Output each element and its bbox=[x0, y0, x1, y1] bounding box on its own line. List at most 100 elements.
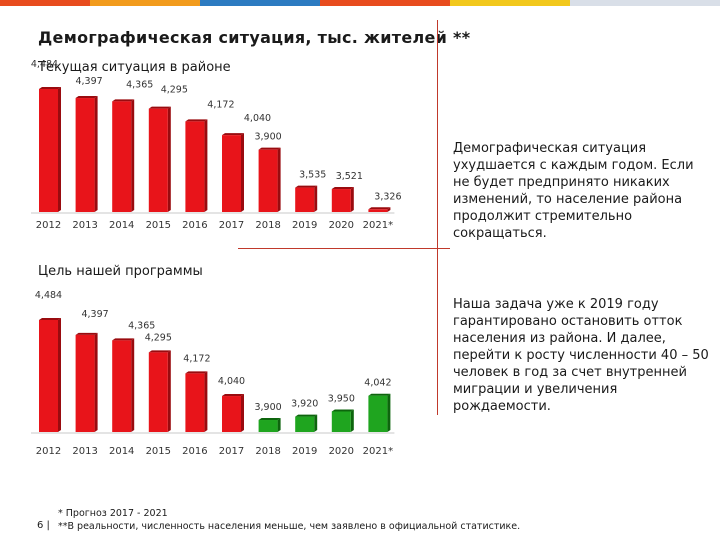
value-label: 4,172 bbox=[183, 353, 210, 364]
chart-program-goal: 4,484 2012 4,397 2013 4,365 2014 4,295 2015 4,17… bbox=[31, 290, 395, 457]
bar-side bbox=[167, 350, 171, 432]
top-decor-bar bbox=[0, 0, 720, 6]
category-label: 2016 bbox=[182, 446, 207, 457]
bar-front bbox=[75, 98, 95, 212]
bar-top bbox=[185, 371, 208, 374]
bar-side bbox=[204, 371, 208, 432]
bar-front bbox=[112, 340, 132, 432]
value-label: 3,920 bbox=[291, 399, 318, 410]
bar-top bbox=[39, 87, 61, 89]
side-text-current: Демографическая ситуация ухудшается с ка… bbox=[453, 141, 694, 241]
bar-side bbox=[241, 133, 244, 212]
value-label: 4,295 bbox=[161, 85, 188, 96]
category-label: 2018 bbox=[255, 220, 280, 231]
bar-top bbox=[331, 187, 354, 190]
category-label: 2017 bbox=[219, 220, 244, 231]
category-label: 2018 bbox=[255, 446, 280, 457]
value-label: 4,172 bbox=[207, 99, 234, 110]
category-label: 2020 bbox=[329, 446, 354, 457]
category-label: 2019 bbox=[292, 220, 317, 231]
value-label: 3,535 bbox=[299, 170, 326, 181]
bar-front bbox=[39, 89, 58, 212]
bar-top bbox=[368, 393, 391, 396]
bar-2012 bbox=[39, 87, 61, 212]
bar-2020 bbox=[331, 409, 354, 432]
bar-front bbox=[258, 420, 278, 432]
bar-2014 bbox=[112, 99, 135, 212]
footnote-statistics: **В реальности, численность населения ме… bbox=[58, 521, 521, 532]
value-label: 4,484 bbox=[31, 59, 58, 70]
bar-side bbox=[131, 338, 135, 432]
bar-front bbox=[185, 373, 205, 432]
bar-side bbox=[314, 414, 318, 432]
bar-2015 bbox=[148, 106, 171, 212]
bar-top bbox=[295, 414, 318, 417]
bar-side bbox=[58, 318, 61, 432]
bar-front bbox=[331, 411, 351, 432]
category-label: 2015 bbox=[146, 220, 171, 231]
bar-2020 bbox=[331, 187, 354, 212]
bar-front bbox=[295, 416, 315, 432]
bar-2017 bbox=[222, 394, 244, 432]
category-label: 2016 bbox=[182, 220, 207, 231]
value-label: 3,521 bbox=[336, 171, 363, 182]
value-label: 4,365 bbox=[126, 79, 153, 90]
bar-side bbox=[94, 96, 98, 212]
bar-side bbox=[94, 332, 98, 432]
bar-side bbox=[167, 106, 171, 212]
bar-front bbox=[222, 135, 241, 212]
value-label: 3,900 bbox=[254, 402, 281, 413]
bar-2018 bbox=[258, 418, 281, 432]
bar-front bbox=[148, 352, 168, 432]
bar-2012 bbox=[39, 318, 61, 432]
category-label: 2012 bbox=[36, 220, 61, 231]
bar-top bbox=[148, 350, 171, 353]
value-label: 3,950 bbox=[328, 393, 355, 404]
bar-side bbox=[387, 393, 391, 432]
category-label: 2021* bbox=[363, 446, 393, 457]
category-label: 2021* bbox=[363, 220, 393, 231]
bar-top bbox=[295, 185, 318, 188]
value-label: 4,042 bbox=[364, 378, 391, 389]
bar-side bbox=[350, 409, 354, 432]
category-label: 2014 bbox=[109, 220, 134, 231]
bar-side bbox=[350, 187, 354, 212]
bar-front bbox=[368, 395, 388, 432]
category-label: 2013 bbox=[72, 220, 97, 231]
bar-2021* bbox=[368, 207, 391, 212]
bar-front bbox=[39, 320, 58, 432]
page-title: Демографическая ситуация, тыс. жителей *… bbox=[38, 28, 471, 47]
vertical-divider bbox=[437, 20, 438, 415]
category-label: 2019 bbox=[292, 446, 317, 457]
bar-side bbox=[131, 99, 135, 212]
category-label: 2020 bbox=[329, 220, 354, 231]
value-label: 4,397 bbox=[81, 309, 108, 320]
value-label: 4,295 bbox=[145, 332, 172, 343]
bar-2014 bbox=[112, 338, 135, 432]
page-number: 6 | bbox=[37, 520, 50, 531]
bar-front bbox=[148, 108, 168, 212]
category-label: 2013 bbox=[72, 446, 97, 457]
bar-2019 bbox=[295, 185, 318, 212]
category-label: 2017 bbox=[219, 446, 244, 457]
value-label: 4,484 bbox=[35, 290, 62, 301]
bar-top bbox=[112, 99, 135, 102]
bar-top bbox=[331, 409, 354, 412]
bar-front bbox=[185, 121, 205, 212]
horizontal-divider bbox=[238, 248, 450, 249]
bar-front bbox=[331, 189, 351, 212]
bar-side bbox=[58, 87, 61, 212]
footnote-forecast: * Прогноз 2017 - 2021 bbox=[58, 508, 168, 519]
bar-front bbox=[222, 396, 241, 432]
bar-2016 bbox=[185, 371, 208, 432]
bar-front bbox=[295, 187, 315, 212]
bar-top bbox=[185, 119, 208, 122]
bar-side bbox=[277, 147, 281, 212]
bar-side bbox=[314, 185, 318, 212]
bar-top bbox=[222, 394, 244, 397]
bar-front bbox=[75, 334, 95, 432]
bar-top bbox=[368, 207, 391, 210]
bar-top bbox=[258, 418, 281, 421]
bar-2013 bbox=[75, 332, 98, 432]
chart-1-label: Текущая ситуация в районе bbox=[38, 60, 231, 75]
